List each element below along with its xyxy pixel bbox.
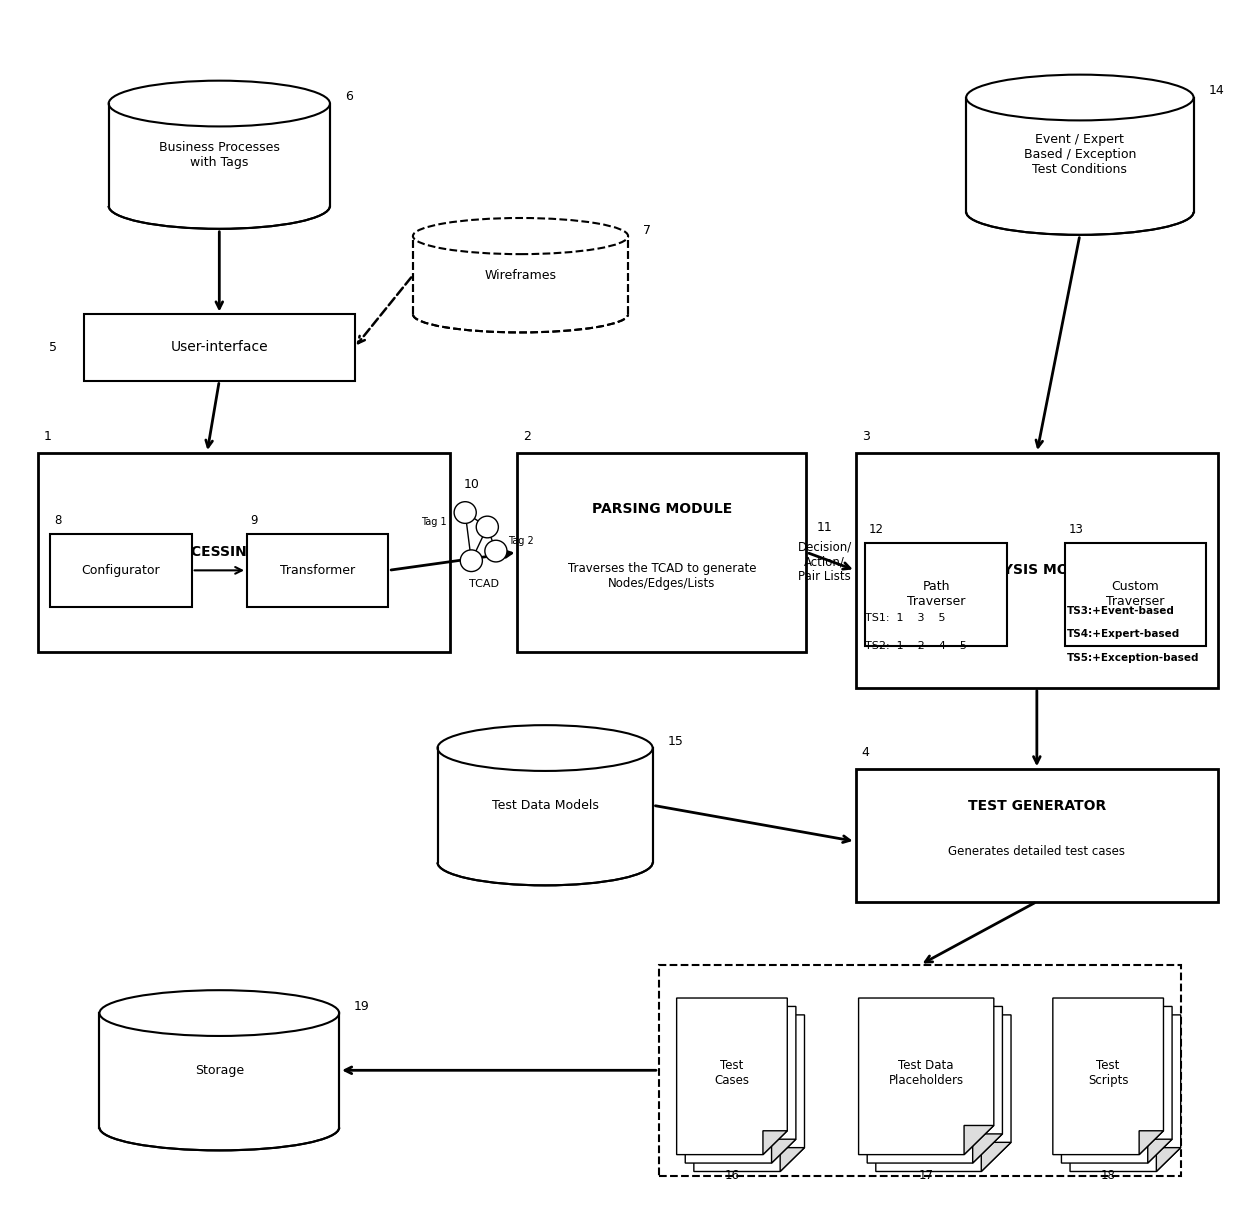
Text: Decision/
Action/
Pair Lists: Decision/ Action/ Pair Lists [797, 540, 852, 583]
Bar [866, 543, 1007, 645]
Polygon shape [780, 1147, 805, 1172]
Bar [109, 103, 330, 206]
Text: Test
Scripts: Test Scripts [1087, 1059, 1128, 1087]
Polygon shape [875, 1015, 1011, 1172]
Bar [84, 314, 355, 381]
Text: 3: 3 [862, 431, 869, 443]
Bar [856, 452, 1218, 688]
Ellipse shape [109, 80, 330, 126]
Text: 2: 2 [523, 431, 532, 443]
Text: 14: 14 [1208, 84, 1224, 97]
Circle shape [460, 549, 482, 571]
Text: Test
Cases: Test Cases [714, 1059, 749, 1087]
Bar [1064, 543, 1205, 645]
Text: TS1:  1    3    5: TS1: 1 3 5 [866, 613, 946, 622]
Polygon shape [1148, 1139, 1172, 1163]
Bar [99, 1013, 340, 1128]
Polygon shape [867, 1007, 1002, 1163]
Text: 13: 13 [1068, 523, 1083, 536]
Polygon shape [972, 1134, 1002, 1163]
Text: Traverses the TCAD to generate
Nodes/Edges/Lists: Traverses the TCAD to generate Nodes/Edg… [568, 562, 756, 591]
Text: Business Processes
with Tags: Business Processes with Tags [159, 141, 280, 169]
Text: Wireframes: Wireframes [485, 269, 557, 281]
Text: PROCESSING MODULE: PROCESSING MODULE [157, 546, 330, 559]
Text: 15: 15 [667, 735, 683, 747]
Bar [413, 237, 629, 314]
Ellipse shape [413, 218, 629, 255]
Bar [517, 452, 806, 651]
Text: Event / Expert
Based / Exception
Test Conditions: Event / Expert Based / Exception Test Co… [1024, 133, 1136, 176]
Text: Test Data Models: Test Data Models [491, 799, 599, 811]
Polygon shape [1053, 998, 1163, 1155]
Circle shape [485, 540, 507, 562]
Polygon shape [981, 1143, 1011, 1172]
Text: 7: 7 [642, 224, 651, 238]
Text: TS5:+Exception-based: TS5:+Exception-based [1066, 653, 1199, 662]
Ellipse shape [438, 725, 652, 771]
Text: PARSING MODULE: PARSING MODULE [591, 501, 732, 516]
Text: 11: 11 [817, 522, 832, 534]
Bar [38, 452, 450, 651]
Text: Tag 1: Tag 1 [422, 517, 446, 528]
Bar [51, 534, 192, 606]
Polygon shape [1061, 1007, 1172, 1163]
Text: 12: 12 [869, 523, 884, 536]
Bar [856, 769, 1218, 901]
Bar [658, 964, 1182, 1175]
Circle shape [476, 517, 498, 537]
Ellipse shape [99, 990, 340, 1036]
Text: TCAD: TCAD [469, 579, 498, 588]
Text: 9: 9 [250, 514, 258, 526]
Polygon shape [686, 1007, 796, 1163]
Text: Tag 2: Tag 2 [508, 536, 534, 546]
Text: TS4:+Expert-based: TS4:+Expert-based [1066, 630, 1180, 639]
Text: Path
Traverser: Path Traverser [906, 581, 965, 609]
Text: 6: 6 [345, 90, 352, 103]
Polygon shape [1140, 1131, 1163, 1155]
Polygon shape [858, 998, 993, 1155]
Bar [438, 748, 652, 862]
Polygon shape [677, 998, 787, 1155]
Polygon shape [1070, 1015, 1180, 1172]
Text: User-interface: User-interface [170, 341, 268, 354]
Text: ANALYSIS MODULE: ANALYSIS MODULE [963, 563, 1110, 577]
Text: Configurator: Configurator [82, 564, 160, 577]
Text: 8: 8 [55, 514, 61, 526]
Text: TEST GENERATOR: TEST GENERATOR [967, 799, 1106, 813]
Text: Generates detailed test cases: Generates detailed test cases [949, 844, 1126, 858]
Text: 4: 4 [862, 746, 869, 759]
Text: 17: 17 [919, 1169, 934, 1183]
Text: Transformer: Transformer [280, 564, 355, 577]
Text: 16: 16 [724, 1169, 739, 1183]
Text: 18: 18 [1101, 1169, 1116, 1183]
Circle shape [454, 502, 476, 523]
Text: TS2:  1    2    4    5: TS2: 1 2 4 5 [866, 640, 967, 651]
Text: Storage: Storage [195, 1064, 244, 1077]
Polygon shape [963, 1126, 993, 1155]
Polygon shape [763, 1131, 787, 1155]
Text: 5: 5 [50, 341, 57, 354]
Polygon shape [771, 1139, 796, 1163]
Text: 19: 19 [353, 1000, 370, 1013]
Bar [247, 534, 388, 606]
Text: Test Data
Placeholders: Test Data Placeholders [889, 1059, 963, 1087]
Ellipse shape [966, 75, 1194, 120]
Polygon shape [694, 1015, 805, 1172]
Text: Custom
Traverser: Custom Traverser [1106, 581, 1164, 609]
Bar [966, 97, 1194, 212]
Text: 1: 1 [45, 431, 52, 443]
Text: 10: 10 [464, 478, 480, 491]
Polygon shape [1157, 1147, 1180, 1172]
Text: TS3:+Event-based: TS3:+Event-based [1066, 605, 1174, 615]
